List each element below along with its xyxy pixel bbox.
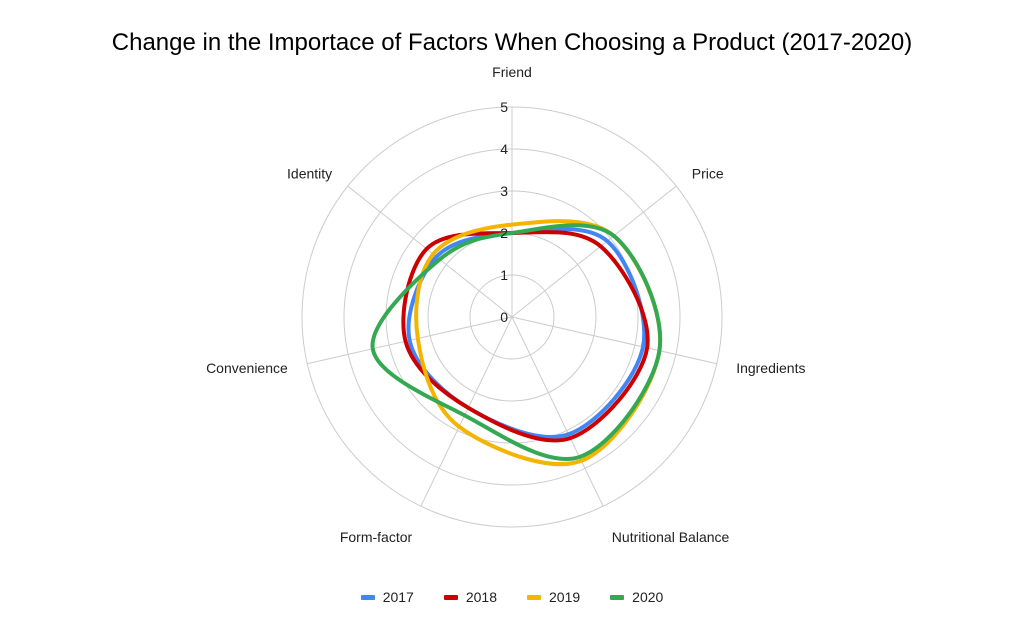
grid-spoke (420, 316, 513, 507)
category-label-ingredients: Ingredients (736, 360, 805, 376)
legend-label-2017: 2017 (382, 589, 414, 605)
series-line-2018 (401, 229, 650, 443)
radar-labels: 0 1 2 3 4 5 Friend Price Ingredients Nutritional … (206, 64, 805, 545)
chart-legend: 2017 2018 2019 2020 (0, 589, 1024, 605)
radar-series (370, 219, 663, 467)
grid-spoke (347, 185, 513, 318)
legend-item-2017[interactable]: 2017 (360, 589, 414, 605)
category-label-friend: Friend (492, 64, 532, 80)
category-label-nutritional-balance: Nutritional Balance (612, 529, 730, 545)
legend-item-2020[interactable]: 2020 (610, 589, 663, 605)
radial-tick-label: 1 (500, 267, 508, 283)
series-line-2020 (370, 223, 663, 461)
category-label-form-factor: Form-factor (340, 529, 413, 545)
legend-swatch-2018 (443, 594, 458, 600)
category-label-convenience: Convenience (206, 360, 288, 376)
radial-tick-label: 5 (500, 99, 508, 115)
chart-title: Change in the Importace of Factors When … (111, 29, 913, 56)
radial-tick-label: 3 (500, 183, 508, 199)
legend-label-2018: 2018 (465, 589, 497, 605)
category-label-price: Price (692, 166, 724, 182)
legend-item-2019[interactable]: 2019 (527, 589, 580, 605)
legend-item-2018[interactable]: 2018 (443, 589, 497, 605)
grid-spoke (511, 316, 604, 507)
radial-tick-label: 0 (500, 309, 508, 325)
radial-tick-label: 4 (500, 141, 508, 157)
legend-swatch-2017 (360, 594, 375, 600)
category-label-identity: Identity (287, 166, 332, 182)
radial-tick-label: 2 (500, 225, 508, 241)
legend-swatch-2019 (527, 594, 541, 600)
radar-chart: 0 1 2 3 4 5 Friend Price Ingredients Nutritional … (206, 64, 805, 545)
legend-label-2019: 2019 (549, 589, 581, 605)
grid-spoke (511, 316, 717, 365)
legend-label-2020: 2020 (632, 589, 664, 605)
grid-spoke (511, 185, 677, 318)
legend-swatch-2020 (610, 594, 625, 600)
